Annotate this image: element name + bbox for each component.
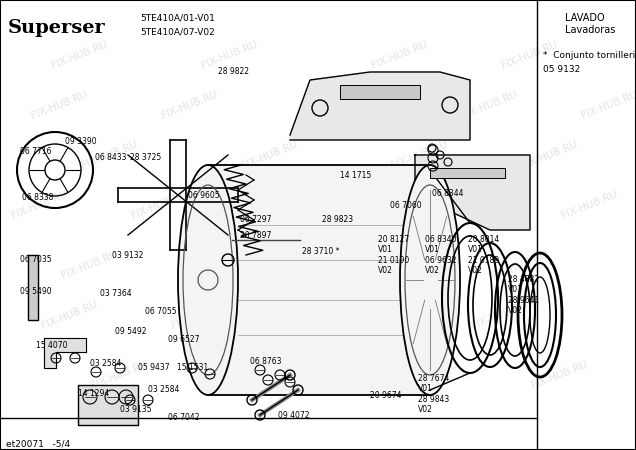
Bar — [208, 165, 430, 395]
Text: 06 7716: 06 7716 — [20, 148, 52, 157]
Text: 28 3725: 28 3725 — [130, 153, 162, 162]
Polygon shape — [290, 72, 470, 140]
Text: FIX-HUB.RU: FIX-HUB.RU — [490, 249, 549, 281]
Text: 03 7364: 03 7364 — [100, 289, 132, 298]
Text: 05 9132: 05 9132 — [543, 66, 580, 75]
Text: 14 1294: 14 1294 — [78, 388, 109, 397]
Text: 5TE410A/01-V01: 5TE410A/01-V01 — [140, 14, 215, 22]
Polygon shape — [28, 255, 38, 320]
Text: 28 9822: 28 9822 — [218, 68, 249, 76]
Bar — [340, 85, 420, 99]
Text: 06 7060: 06 7060 — [390, 202, 422, 211]
Text: FIX-HUB.RU: FIX-HUB.RU — [530, 359, 589, 391]
Text: 06 8340
V01
06 9632
V02: 06 8340 V01 06 9632 V02 — [425, 235, 457, 275]
Text: FIX-HUB.RU: FIX-HUB.RU — [90, 359, 149, 391]
Text: 15 1531: 15 1531 — [177, 364, 208, 373]
Text: FIX-HUB.RU: FIX-HUB.RU — [370, 39, 429, 71]
Text: FIX-HUB.RU: FIX-HUB.RU — [250, 359, 309, 391]
Text: FIX-HUB.RU: FIX-HUB.RU — [130, 189, 189, 221]
Text: 03 2584: 03 2584 — [90, 359, 121, 368]
Text: FIX-HUB.RU: FIX-HUB.RU — [200, 39, 259, 71]
Text: FIX-HUB.RU: FIX-HUB.RU — [500, 39, 559, 71]
Text: FIX-HUB.RU: FIX-HUB.RU — [460, 89, 519, 121]
Text: FIX-HUB.RU: FIX-HUB.RU — [390, 139, 449, 171]
Text: FIX-HUB.RU: FIX-HUB.RU — [50, 39, 109, 71]
Bar — [430, 168, 505, 178]
Text: FIX-HUB.RU: FIX-HUB.RU — [10, 189, 69, 221]
Ellipse shape — [400, 165, 460, 395]
Text: FIX-HUB.RU: FIX-HUB.RU — [470, 299, 529, 331]
Text: 06 8433: 06 8433 — [95, 153, 127, 162]
Text: 06 7035: 06 7035 — [20, 256, 52, 265]
Text: FIX-HUB.RU: FIX-HUB.RU — [60, 249, 119, 281]
Text: 20 7897: 20 7897 — [240, 230, 272, 239]
Bar — [78, 385, 138, 425]
Text: 06 7042: 06 7042 — [168, 414, 200, 423]
Polygon shape — [44, 338, 86, 368]
Text: 09 4072: 09 4072 — [278, 410, 310, 419]
Text: 09 3390: 09 3390 — [65, 136, 97, 145]
Text: 03 9135: 03 9135 — [120, 405, 151, 414]
Text: FIX-HUB.RU: FIX-HUB.RU — [210, 249, 269, 281]
Text: FIX-HUB.RU: FIX-HUB.RU — [360, 249, 419, 281]
Polygon shape — [415, 155, 530, 230]
Text: FIX-HUB.RU: FIX-HUB.RU — [40, 299, 99, 331]
Text: 06 8338: 06 8338 — [22, 193, 53, 202]
Text: 09 5490: 09 5490 — [20, 288, 52, 297]
Text: 03 9132: 03 9132 — [112, 251, 143, 260]
Text: FIX-HUB.RU: FIX-HUB.RU — [430, 189, 489, 221]
Text: 06 7055: 06 7055 — [145, 307, 177, 316]
Text: FIX-HUB.RU: FIX-HUB.RU — [160, 89, 219, 121]
Ellipse shape — [178, 165, 238, 395]
Text: Lavadoras: Lavadoras — [565, 25, 616, 35]
Text: 28 4882
V01
28 9641
V02: 28 4882 V01 28 9641 V02 — [508, 275, 539, 315]
Text: FIX-HUB.RU: FIX-HUB.RU — [580, 89, 636, 121]
Text: 28 9823: 28 9823 — [322, 216, 353, 225]
Text: 20 9674: 20 9674 — [370, 392, 401, 400]
Text: FIX-HUB.RU: FIX-HUB.RU — [290, 189, 349, 221]
Text: 05 9437: 05 9437 — [138, 364, 170, 373]
Text: FIX-HUB.RU: FIX-HUB.RU — [520, 139, 579, 171]
Text: 06 8344: 06 8344 — [432, 189, 464, 198]
Text: FIX-HUB.RU: FIX-HUB.RU — [320, 299, 379, 331]
Text: 14 1715: 14 1715 — [340, 171, 371, 180]
Text: 06 8763: 06 8763 — [250, 357, 282, 366]
Text: 09 6527: 09 6527 — [168, 336, 200, 345]
Text: 5TE410A/07-V02: 5TE410A/07-V02 — [140, 27, 215, 36]
Text: 28 7674
V01
28 9843
V02: 28 7674 V01 28 9843 V02 — [418, 374, 450, 414]
Text: 20 8127
V01
21 0190
V02: 20 8127 V01 21 0190 V02 — [378, 235, 409, 275]
Text: FIX-HUB.RU: FIX-HUB.RU — [170, 299, 229, 331]
Text: 06 9605: 06 9605 — [188, 192, 219, 201]
Text: Superser: Superser — [8, 19, 106, 37]
Text: 06 7297: 06 7297 — [240, 216, 272, 225]
Text: FIX-HUB.RU: FIX-HUB.RU — [400, 359, 459, 391]
Text: FIX-HUB.RU: FIX-HUB.RU — [560, 189, 619, 221]
Text: et20071   -5/4: et20071 -5/4 — [6, 440, 70, 449]
Text: FIX-HUB.RU: FIX-HUB.RU — [30, 89, 89, 121]
Text: 09 5492: 09 5492 — [115, 328, 146, 337]
Text: 28 3710 *: 28 3710 * — [302, 248, 340, 256]
Text: FIX-HUB.RU: FIX-HUB.RU — [80, 139, 139, 171]
Text: 15 4070: 15 4070 — [36, 341, 67, 350]
Text: LAVADO: LAVADO — [565, 13, 605, 23]
Text: 03 2584: 03 2584 — [148, 386, 179, 395]
Text: *  Conjunto tornilleria: * Conjunto tornilleria — [543, 51, 636, 60]
Text: 20 8014
V01
21 0189
V02: 20 8014 V01 21 0189 V02 — [468, 235, 499, 275]
Text: FIX-HUB.RU: FIX-HUB.RU — [310, 89, 369, 121]
Text: FIX-HUB.RU: FIX-HUB.RU — [240, 139, 299, 171]
